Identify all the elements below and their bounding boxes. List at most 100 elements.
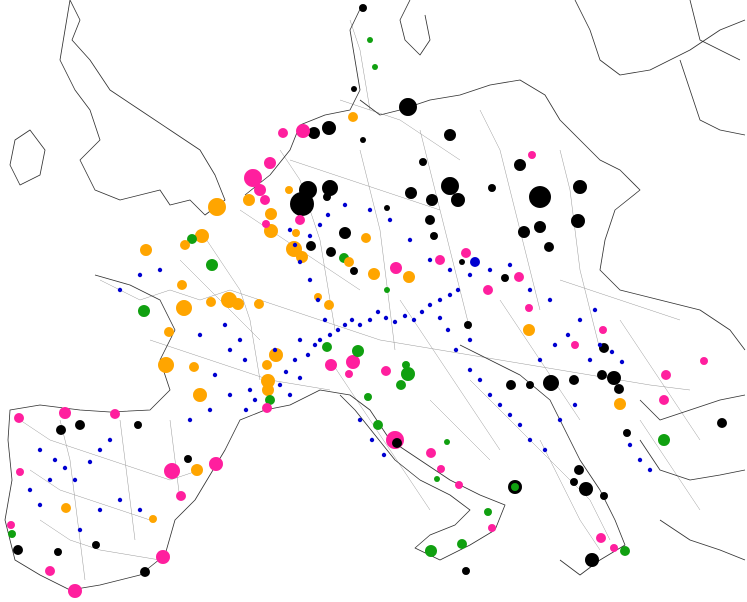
generation-bubble-blue (470, 257, 480, 267)
generation-bubble-blue (637, 457, 643, 463)
generation-bubble-black (579, 482, 593, 496)
generation-bubble-blue (322, 317, 328, 323)
generation-bubble-orange (191, 464, 203, 476)
generation-bubble-blue (237, 337, 243, 343)
generation-bubble-orange (361, 233, 371, 243)
generation-bubble-blue (547, 297, 553, 303)
generation-bubble-pink (426, 448, 436, 458)
generation-bubble-blue (369, 437, 375, 443)
generation-bubble-blue (427, 257, 433, 263)
generation-bubble-black (56, 425, 66, 435)
generation-bubble-blue (252, 397, 258, 403)
generation-bubble-black (322, 121, 336, 135)
generation-bubble-pink (295, 215, 305, 225)
generation-bubble-pink (525, 304, 533, 312)
generation-bubble-black (518, 226, 530, 238)
generation-bubble-pink (571, 341, 579, 349)
generation-bubble-blue (467, 337, 473, 343)
generation-bubble-blue (137, 507, 143, 513)
generation-bubble-green (352, 345, 364, 357)
generation-bubble-blue (592, 307, 598, 313)
generation-bubble-blue (325, 212, 331, 218)
generation-bubble-pink (596, 533, 606, 543)
generation-bubble-pink (528, 151, 536, 159)
generation-bubble-blue (342, 322, 348, 328)
generation-bubble-green (396, 380, 406, 390)
generation-bubble-black (574, 465, 584, 475)
generation-bubble-blue (357, 322, 363, 328)
generation-bubble-blue (407, 237, 413, 243)
generation-bubble-blue (597, 342, 603, 348)
generation-bubble-blue (307, 233, 313, 239)
generation-bubble-black (585, 553, 599, 567)
generation-bubble-black (350, 267, 358, 275)
generation-bubble-blue (565, 332, 571, 338)
generation-bubble-blue (197, 332, 203, 338)
generation-bubble-black (514, 159, 526, 171)
generation-bubble-black (600, 492, 608, 500)
generation-bubble-orange (177, 280, 187, 290)
generation-bubble-blue (297, 375, 303, 381)
generation-bubble-pink (254, 184, 266, 196)
generation-bubble-blue (349, 317, 355, 323)
generation-bubble-black (405, 187, 417, 199)
generation-bubble-black (425, 215, 435, 225)
generation-bubble-blue (383, 315, 389, 321)
generation-bubble-blue (467, 367, 473, 373)
generation-bubble-green (367, 37, 373, 43)
generation-bubble-orange (265, 208, 277, 220)
generation-bubble-blue (577, 317, 583, 323)
generation-bubble-blue (297, 337, 303, 343)
generation-bubble-black (614, 384, 624, 394)
generation-bubble-blue (392, 319, 398, 325)
generation-bubble-blue (507, 412, 513, 418)
generation-bubble-orange (324, 300, 334, 310)
generation-bubble-pink (461, 248, 471, 258)
generation-bubble-pink (700, 357, 708, 365)
generation-bubble-blue (342, 202, 348, 208)
generation-bubble-orange (261, 374, 275, 388)
generation-bubble-blue (157, 267, 163, 273)
generation-bubble-black (597, 370, 607, 380)
generation-bubble-blue (557, 417, 563, 423)
generation-bubble-green (401, 367, 415, 381)
generation-bubble-blue (222, 322, 228, 328)
generation-bubble-blue (77, 527, 83, 533)
generation-bubble-orange (348, 112, 358, 122)
generation-bubble-pink (514, 272, 524, 282)
generation-bubble-orange (189, 362, 199, 372)
generation-bubble-black (306, 241, 316, 251)
generation-bubble-blue (381, 452, 387, 458)
generation-bubble-pink (262, 220, 270, 228)
generation-bubble-black (534, 221, 546, 233)
generation-bubble-pink (346, 355, 360, 369)
generation-bubble-black (430, 232, 438, 240)
generation-bubble-pink (661, 370, 671, 380)
generation-bubble-black (623, 429, 631, 437)
generation-bubble-blue (297, 259, 303, 265)
generation-bubble-green (658, 434, 670, 446)
generation-bubble-green (372, 64, 378, 70)
generation-bubble-orange (254, 299, 264, 309)
generation-bubble-orange (180, 240, 190, 250)
generation-bubble-orange (368, 268, 380, 280)
generation-bubble-pink (164, 463, 180, 479)
generation-bubble-black (92, 541, 100, 549)
generation-bubble-black (54, 548, 62, 556)
generation-bubble-pink (659, 395, 669, 405)
generation-bubble-blue (411, 317, 417, 323)
generation-bubble-black (526, 381, 534, 389)
generation-bubble-orange (208, 198, 226, 216)
generation-bubble-blue (107, 437, 113, 443)
generation-bubble-pink (14, 413, 24, 423)
generation-bubble-black (459, 259, 465, 265)
generation-bubble-blue (62, 465, 68, 471)
generation-bubble-blue (292, 242, 298, 248)
generation-bubbles (7, 4, 727, 598)
generation-bubble-orange (614, 398, 626, 410)
generation-bubble-green (457, 539, 467, 549)
generation-bubble-blue (527, 287, 533, 293)
generation-bubble-pink (264, 157, 276, 169)
generation-bubble-blue (609, 349, 615, 355)
generation-bubble-green (8, 530, 16, 538)
